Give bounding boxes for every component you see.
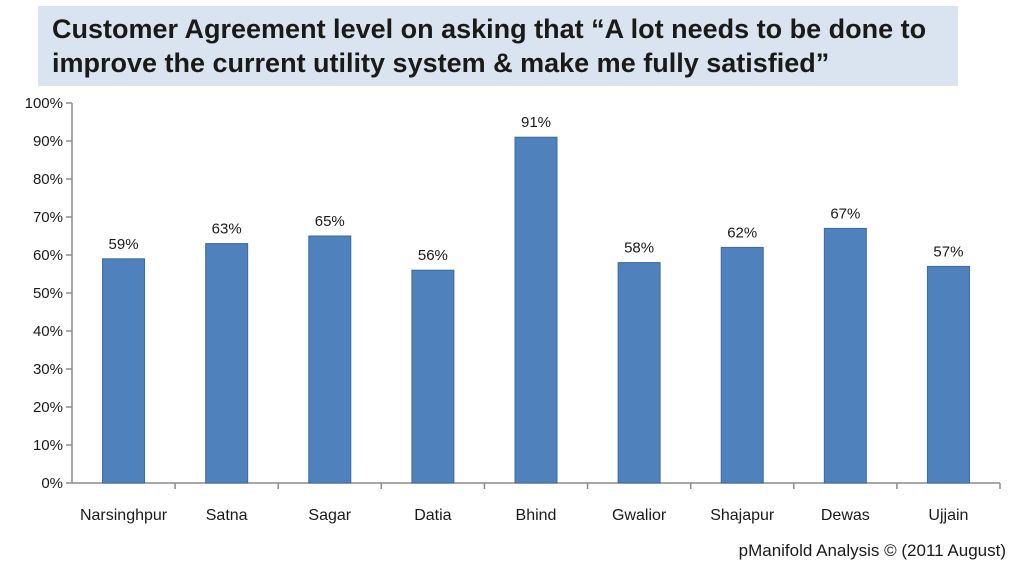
chart-bars xyxy=(102,136,970,484)
bar xyxy=(823,227,867,484)
x-tick-label: Dewas xyxy=(821,507,870,524)
x-tick-label: Gwalior xyxy=(612,507,667,524)
y-tick-label: 60% xyxy=(33,247,63,264)
x-tick-label: Sagar xyxy=(308,507,351,524)
data-label: 58% xyxy=(624,240,654,257)
y-tick-label: 30% xyxy=(33,361,63,378)
y-tick-label: 40% xyxy=(33,323,63,340)
data-label: 67% xyxy=(830,205,860,222)
chart-title-line-2: improve the current utility system & mak… xyxy=(52,48,830,78)
y-tick-label: 80% xyxy=(33,171,63,188)
x-tick-label: Bhind xyxy=(516,507,557,524)
y-tick-label: 90% xyxy=(33,133,63,150)
x-tick-label: Narsinghpur xyxy=(80,507,168,524)
bar xyxy=(720,246,764,484)
y-tick-label: 0% xyxy=(41,475,63,492)
x-tick-label: Datia xyxy=(414,507,451,524)
data-label: 62% xyxy=(727,224,757,241)
x-tick-label: Shajapur xyxy=(710,507,775,524)
chart-labels: 59% Narsinghpur 63% Satna 65% Sagar 56% Datia 91… xyxy=(80,114,968,524)
chart-title-box: Customer Agreement level on asking that … xyxy=(38,6,958,86)
bar xyxy=(102,258,146,484)
data-label: 91% xyxy=(521,114,551,131)
bar xyxy=(617,262,661,484)
y-tick-label: 70% xyxy=(33,209,63,226)
y-tick-label: 10% xyxy=(33,437,63,454)
bar xyxy=(308,235,352,484)
data-label: 59% xyxy=(109,236,139,253)
data-label: 63% xyxy=(212,221,242,238)
x-tick-label: Ujjain xyxy=(928,507,968,524)
y-tick-label: 50% xyxy=(33,285,63,302)
data-label: 57% xyxy=(933,243,963,260)
chart-title-line-1: Customer Agreement level on asking that … xyxy=(52,14,927,44)
bar xyxy=(411,269,455,484)
data-label: 56% xyxy=(418,247,448,264)
data-label: 65% xyxy=(315,213,345,230)
y-tick-label: 100% xyxy=(25,95,63,112)
bar xyxy=(205,243,249,484)
bar xyxy=(514,136,558,484)
x-tick-label: Satna xyxy=(206,507,248,524)
source-credit: pManifold Analysis © (2011 August) xyxy=(738,541,1006,560)
bar xyxy=(926,265,970,484)
y-tick-label: 20% xyxy=(33,399,63,416)
